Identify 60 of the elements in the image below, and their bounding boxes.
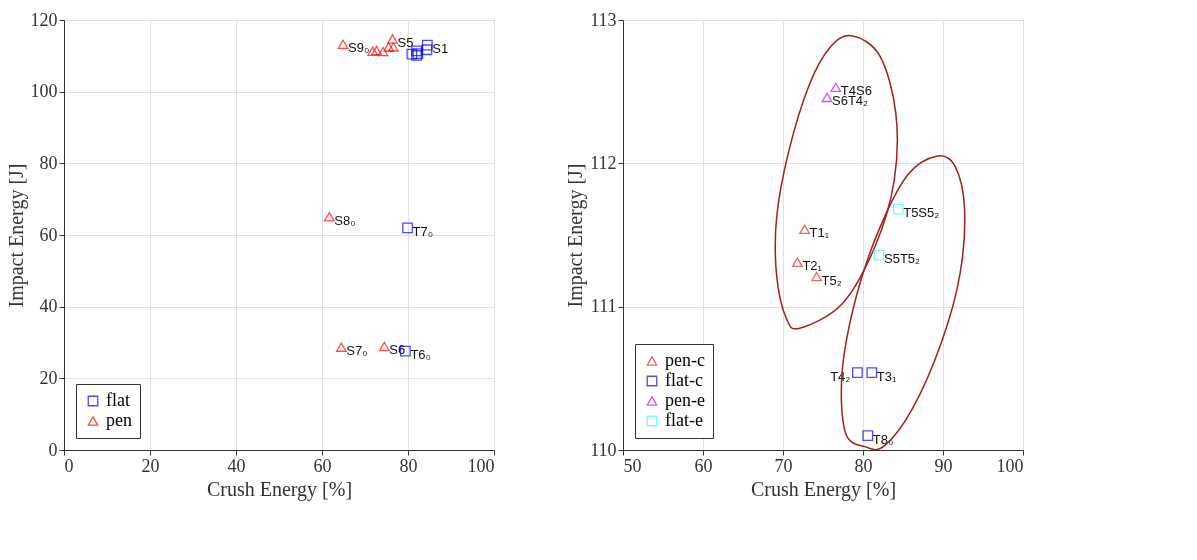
point — [377, 46, 389, 57]
x-tick-label: 100 — [996, 455, 1024, 476]
annotation: S9₀ — [348, 40, 370, 56]
y-tick-label: 112 — [590, 152, 617, 173]
annotation: T3₁ — [876, 368, 897, 384]
annotation: T6₀ — [410, 347, 431, 363]
x-tick-label: 40 — [227, 455, 246, 476]
x-tick-label: 60 — [694, 455, 713, 476]
legend-label: pen-c — [665, 350, 705, 370]
y-tick-label: 111 — [590, 296, 617, 317]
point — [323, 211, 335, 222]
point — [406, 48, 418, 60]
annotation: T1₁ — [809, 225, 830, 241]
x-axis-title: Crush Energy [%] — [750, 477, 897, 501]
annotation: T2₁ — [802, 258, 823, 274]
y-tick-label: 40 — [39, 296, 58, 317]
y-tick-label: 100 — [30, 81, 58, 102]
y-tick-label: 20 — [39, 367, 58, 388]
annotation: S5 — [397, 34, 414, 50]
x-tick-label: 90 — [934, 455, 953, 476]
y-axis-title: Impact Energy [J] — [4, 163, 28, 308]
annotation: S7₀ — [346, 343, 368, 359]
point — [383, 42, 395, 52]
point — [421, 44, 433, 56]
point — [378, 341, 390, 352]
point — [421, 39, 433, 51]
point — [387, 34, 398, 44]
point — [387, 42, 399, 52]
y-tick-label: 0 — [48, 439, 58, 460]
x-tick-label: 70 — [774, 455, 793, 476]
annotation: T8₀ — [872, 431, 894, 447]
legend-label: pen-e — [665, 390, 705, 410]
annotation: T5S5₂ — [903, 205, 940, 221]
annotation: S1 — [432, 41, 449, 57]
y-tick-label: 80 — [39, 152, 58, 173]
x-tick-label: 60 — [313, 455, 332, 476]
y-tick-label: 110 — [590, 439, 617, 460]
y-axis-title: Impact Energy [J] — [564, 163, 588, 308]
point — [337, 39, 349, 50]
annotation: S5T5₂ — [884, 251, 921, 267]
x-tick-label: 100 — [467, 455, 495, 476]
x-tick-label: 80 — [399, 455, 418, 476]
legend-label: flat-c — [665, 370, 703, 390]
x-tick-label: 0 — [64, 455, 74, 476]
point — [335, 342, 347, 352]
y-tick-label: 60 — [39, 224, 58, 245]
legend-label: flat-e — [665, 410, 703, 430]
x-axis-title: Crush Energy [%] — [206, 477, 353, 501]
x-tick-label: 80 — [854, 455, 873, 476]
annotation: T5₂ — [821, 272, 842, 288]
annotation: S8₀ — [334, 212, 356, 228]
point — [371, 45, 382, 56]
y-tick-label: 120 — [30, 9, 58, 30]
legend-label: flat — [106, 390, 130, 410]
annotation: T7₀ — [412, 223, 434, 239]
legend-label: pen — [106, 410, 132, 430]
x-tick-label: 50 — [623, 455, 642, 476]
y-tick-label: 113 — [590, 9, 617, 30]
point — [402, 222, 413, 234]
x-tick-label: 20 — [141, 455, 160, 476]
